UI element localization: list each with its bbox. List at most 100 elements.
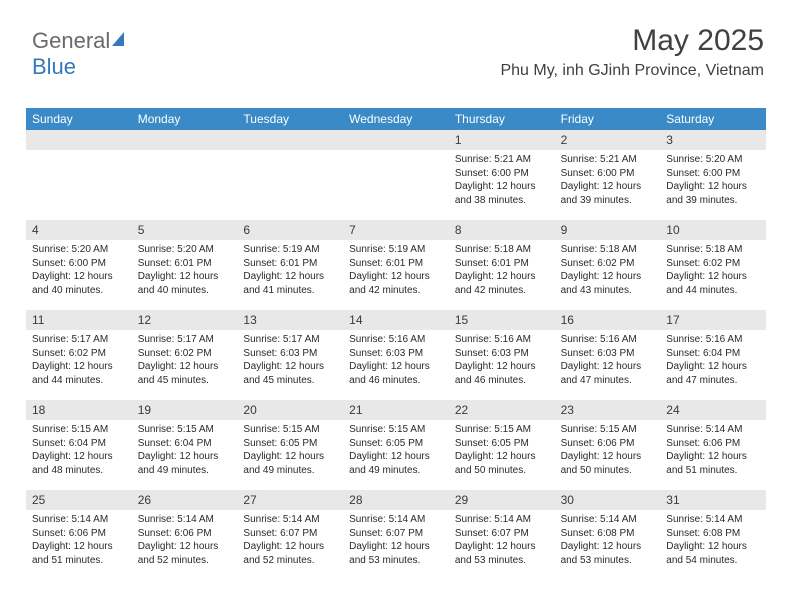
day-cell: 8Sunrise: 5:18 AMSunset: 6:01 PMDaylight… [449, 220, 555, 310]
day-number: 2 [555, 130, 661, 150]
day-detail: Sunrise: 5:18 AMSunset: 6:02 PMDaylight:… [660, 242, 766, 301]
daylight-line: Daylight: 12 hours and 40 minutes. [32, 270, 126, 297]
day-cell: 24Sunrise: 5:14 AMSunset: 6:06 PMDayligh… [660, 400, 766, 490]
daylight-line: Daylight: 12 hours and 54 minutes. [666, 540, 760, 567]
daylight-line: Daylight: 12 hours and 40 minutes. [138, 270, 232, 297]
day-cell: 27Sunrise: 5:14 AMSunset: 6:07 PMDayligh… [237, 490, 343, 580]
daylight-line: Daylight: 12 hours and 51 minutes. [666, 450, 760, 477]
day-detail: Sunrise: 5:14 AMSunset: 6:06 PMDaylight:… [660, 422, 766, 481]
page-title: May 2025 Phu My, inh GJinh Province, Vie… [500, 24, 764, 80]
sunset-line: Sunset: 6:06 PM [666, 437, 760, 451]
sunrise-line: Sunrise: 5:21 AM [455, 153, 549, 167]
day-cell: 9Sunrise: 5:18 AMSunset: 6:02 PMDaylight… [555, 220, 661, 310]
day-number: 18 [26, 400, 132, 420]
sunset-line: Sunset: 6:08 PM [561, 527, 655, 541]
daylight-line: Daylight: 12 hours and 50 minutes. [455, 450, 549, 477]
daylight-line: Daylight: 12 hours and 52 minutes. [138, 540, 232, 567]
day-cell: 21Sunrise: 5:15 AMSunset: 6:05 PMDayligh… [343, 400, 449, 490]
weeks-container: 1Sunrise: 5:21 AMSunset: 6:00 PMDaylight… [26, 130, 766, 580]
sunset-line: Sunset: 6:07 PM [243, 527, 337, 541]
sunrise-line: Sunrise: 5:15 AM [243, 423, 337, 437]
week-row: 25Sunrise: 5:14 AMSunset: 6:06 PMDayligh… [26, 490, 766, 580]
day-detail: Sunrise: 5:20 AMSunset: 6:00 PMDaylight:… [26, 242, 132, 301]
calendar-grid: SundayMondayTuesdayWednesdayThursdayFrid… [26, 108, 766, 580]
brand-general: General [32, 28, 110, 53]
day-cell: 16Sunrise: 5:16 AMSunset: 6:03 PMDayligh… [555, 310, 661, 400]
daylight-line: Daylight: 12 hours and 46 minutes. [349, 360, 443, 387]
day-cell: 13Sunrise: 5:17 AMSunset: 6:03 PMDayligh… [237, 310, 343, 400]
day-detail: Sunrise: 5:16 AMSunset: 6:03 PMDaylight:… [343, 332, 449, 391]
sunrise-line: Sunrise: 5:15 AM [32, 423, 126, 437]
day-cell: 2Sunrise: 5:21 AMSunset: 6:00 PMDaylight… [555, 130, 661, 220]
daylight-line: Daylight: 12 hours and 39 minutes. [666, 180, 760, 207]
day-number [237, 130, 343, 150]
sunset-line: Sunset: 6:01 PM [349, 257, 443, 271]
day-cell: 14Sunrise: 5:16 AMSunset: 6:03 PMDayligh… [343, 310, 449, 400]
day-number: 3 [660, 130, 766, 150]
day-detail: Sunrise: 5:19 AMSunset: 6:01 PMDaylight:… [343, 242, 449, 301]
sunrise-line: Sunrise: 5:20 AM [138, 243, 232, 257]
daylight-line: Daylight: 12 hours and 44 minutes. [666, 270, 760, 297]
day-number: 6 [237, 220, 343, 240]
daylight-line: Daylight: 12 hours and 42 minutes. [455, 270, 549, 297]
day-number [26, 130, 132, 150]
day-cell: 1Sunrise: 5:21 AMSunset: 6:00 PMDaylight… [449, 130, 555, 220]
day-number: 23 [555, 400, 661, 420]
day-number: 17 [660, 310, 766, 330]
sunrise-line: Sunrise: 5:21 AM [561, 153, 655, 167]
day-cell [132, 130, 238, 220]
sunrise-line: Sunrise: 5:15 AM [455, 423, 549, 437]
day-number: 29 [449, 490, 555, 510]
day-detail: Sunrise: 5:14 AMSunset: 6:07 PMDaylight:… [449, 512, 555, 571]
weekday-header: Tuesday [237, 108, 343, 130]
daylight-line: Daylight: 12 hours and 38 minutes. [455, 180, 549, 207]
day-detail: Sunrise: 5:14 AMSunset: 6:07 PMDaylight:… [343, 512, 449, 571]
brand-triangle-icon [112, 32, 124, 46]
sunrise-line: Sunrise: 5:17 AM [32, 333, 126, 347]
sunrise-line: Sunrise: 5:14 AM [32, 513, 126, 527]
sunrise-line: Sunrise: 5:18 AM [666, 243, 760, 257]
day-detail: Sunrise: 5:14 AMSunset: 6:08 PMDaylight:… [555, 512, 661, 571]
day-number [343, 130, 449, 150]
sunset-line: Sunset: 6:02 PM [32, 347, 126, 361]
brand-blue: Blue [32, 54, 76, 79]
weekday-header: Monday [132, 108, 238, 130]
week-row: 1Sunrise: 5:21 AMSunset: 6:00 PMDaylight… [26, 130, 766, 220]
sunrise-line: Sunrise: 5:14 AM [561, 513, 655, 527]
day-cell: 11Sunrise: 5:17 AMSunset: 6:02 PMDayligh… [26, 310, 132, 400]
sunset-line: Sunset: 6:05 PM [243, 437, 337, 451]
sunset-line: Sunset: 6:00 PM [32, 257, 126, 271]
sunrise-line: Sunrise: 5:15 AM [138, 423, 232, 437]
brand-logo: General Blue [32, 28, 124, 80]
sunrise-line: Sunrise: 5:17 AM [243, 333, 337, 347]
sunset-line: Sunset: 6:03 PM [349, 347, 443, 361]
daylight-line: Daylight: 12 hours and 47 minutes. [666, 360, 760, 387]
day-cell: 30Sunrise: 5:14 AMSunset: 6:08 PMDayligh… [555, 490, 661, 580]
sunrise-line: Sunrise: 5:14 AM [243, 513, 337, 527]
sunset-line: Sunset: 6:06 PM [138, 527, 232, 541]
sunset-line: Sunset: 6:06 PM [561, 437, 655, 451]
daylight-line: Daylight: 12 hours and 44 minutes. [32, 360, 126, 387]
sunrise-line: Sunrise: 5:18 AM [561, 243, 655, 257]
sunrise-line: Sunrise: 5:19 AM [243, 243, 337, 257]
day-number: 12 [132, 310, 238, 330]
day-number: 8 [449, 220, 555, 240]
sunset-line: Sunset: 6:06 PM [32, 527, 126, 541]
day-detail: Sunrise: 5:15 AMSunset: 6:05 PMDaylight:… [343, 422, 449, 481]
day-cell: 31Sunrise: 5:14 AMSunset: 6:08 PMDayligh… [660, 490, 766, 580]
day-number: 21 [343, 400, 449, 420]
weekday-header: Wednesday [343, 108, 449, 130]
day-cell: 29Sunrise: 5:14 AMSunset: 6:07 PMDayligh… [449, 490, 555, 580]
sunrise-line: Sunrise: 5:16 AM [455, 333, 549, 347]
day-cell: 19Sunrise: 5:15 AMSunset: 6:04 PMDayligh… [132, 400, 238, 490]
day-number: 27 [237, 490, 343, 510]
day-cell: 17Sunrise: 5:16 AMSunset: 6:04 PMDayligh… [660, 310, 766, 400]
day-cell: 18Sunrise: 5:15 AMSunset: 6:04 PMDayligh… [26, 400, 132, 490]
sunset-line: Sunset: 6:01 PM [243, 257, 337, 271]
weekday-header: Friday [555, 108, 661, 130]
day-cell: 25Sunrise: 5:14 AMSunset: 6:06 PMDayligh… [26, 490, 132, 580]
daylight-line: Daylight: 12 hours and 42 minutes. [349, 270, 443, 297]
day-number: 24 [660, 400, 766, 420]
sunrise-line: Sunrise: 5:16 AM [561, 333, 655, 347]
sunset-line: Sunset: 6:01 PM [455, 257, 549, 271]
